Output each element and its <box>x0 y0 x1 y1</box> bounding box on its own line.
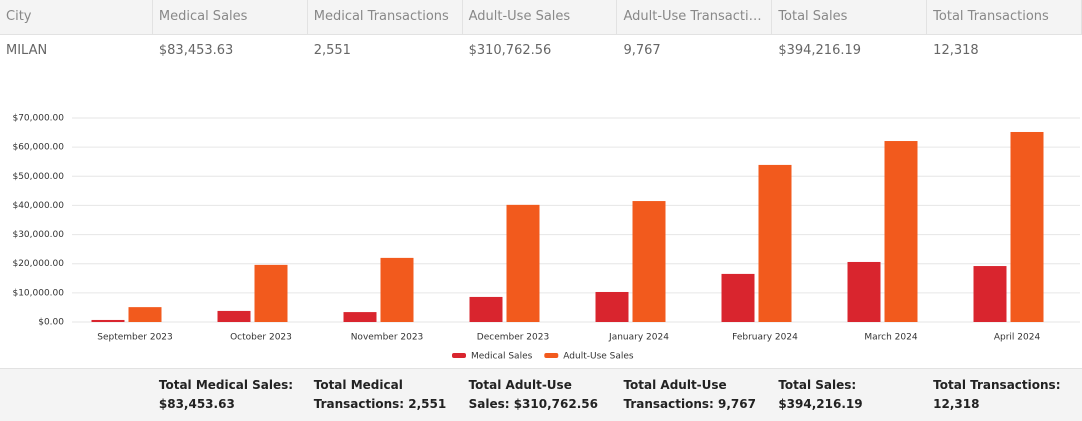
header-cell[interactable]: Adult-Use Transactions <box>617 0 773 34</box>
bar <box>506 204 540 322</box>
bar <box>1010 131 1044 322</box>
bar <box>254 264 288 322</box>
bar <box>343 312 377 322</box>
cell: 12,318 <box>933 43 979 58</box>
bar <box>91 319 125 322</box>
y-tick-label: $60,000.00 <box>12 143 64 153</box>
footer-spacer <box>0 369 153 421</box>
footer-total: Total Sales: $394,216.19 <box>778 378 863 411</box>
x-tick-label: April 2024 <box>994 333 1041 343</box>
header-cell[interactable]: Medical Sales <box>153 0 308 34</box>
legend-swatch <box>544 353 559 358</box>
bar <box>632 201 666 322</box>
header-cell[interactable]: Total Sales <box>772 0 928 34</box>
legend-label: Adult-Use Sales <box>563 352 634 362</box>
y-tick-label: $50,000.00 <box>12 172 64 182</box>
header-cell[interactable]: City <box>0 0 153 34</box>
y-tick-label: $0.00 <box>38 318 64 328</box>
cell: 9,767 <box>623 43 661 58</box>
cell: MILAN <box>6 43 48 58</box>
cell: $310,762.56 <box>468 43 552 58</box>
footer-total: Total Medical Transactions: 2,551 <box>313 378 447 411</box>
cell: 2,551 <box>313 43 351 58</box>
bar <box>595 291 629 322</box>
footer-total: Total Medical Sales: $83,453.63 <box>158 378 294 411</box>
cell: $83,453.63 <box>158 43 234 58</box>
x-tick-label: October 2023 <box>230 333 292 343</box>
legend-label: Medical Sales <box>471 352 533 362</box>
x-tick-label: September 2023 <box>97 333 173 343</box>
x-tick-label: December 2023 <box>477 333 549 343</box>
y-tick-label: $30,000.00 <box>12 230 64 240</box>
x-tick-label: January 2024 <box>608 333 669 343</box>
y-tick-label: $70,000.00 <box>12 114 64 124</box>
footer-total: Total Adult-Use Sales: $310,762.56 <box>468 378 598 411</box>
cell: $394,216.19 <box>778 43 862 58</box>
bar <box>884 141 918 322</box>
footer-total: Total Adult-Use Transactions: 9,767 <box>623 378 756 411</box>
bar <box>380 257 414 322</box>
chart: $0.00 $10,000.00 $20,000.00 $30,000.00 $40,0… <box>12 114 1080 362</box>
bar <box>469 296 503 322</box>
x-tick-label: November 2023 <box>351 333 424 343</box>
bar <box>758 164 792 322</box>
header-cell[interactable]: Adult-Use Sales <box>463 0 618 34</box>
y-tick-label: $40,000.00 <box>12 201 64 211</box>
x-tick-label: March 2024 <box>864 333 917 343</box>
bar <box>847 261 881 322</box>
x-tick-label: February 2024 <box>732 333 798 343</box>
bar <box>217 310 251 322</box>
footer-total: Total Transactions: 12,318 <box>933 378 1061 411</box>
y-tick-label: $20,000.00 <box>12 259 64 269</box>
table-header: City Medical Sales Medical Transactions … <box>0 0 1082 35</box>
header-cell[interactable]: Total Transactions <box>927 0 1082 34</box>
table-row: MILAN $83,453.63 2,551 $310,762.56 9,767… <box>0 34 1082 68</box>
y-tick-label: $10,000.00 <box>12 288 64 298</box>
bar <box>973 266 1007 322</box>
bar <box>128 307 162 322</box>
legend-swatch <box>452 353 466 358</box>
footer: Total Medical Sales: $83,453.63 Total Me… <box>0 368 1082 421</box>
header-cell[interactable]: Medical Transactions <box>308 0 463 34</box>
bar <box>721 273 755 322</box>
